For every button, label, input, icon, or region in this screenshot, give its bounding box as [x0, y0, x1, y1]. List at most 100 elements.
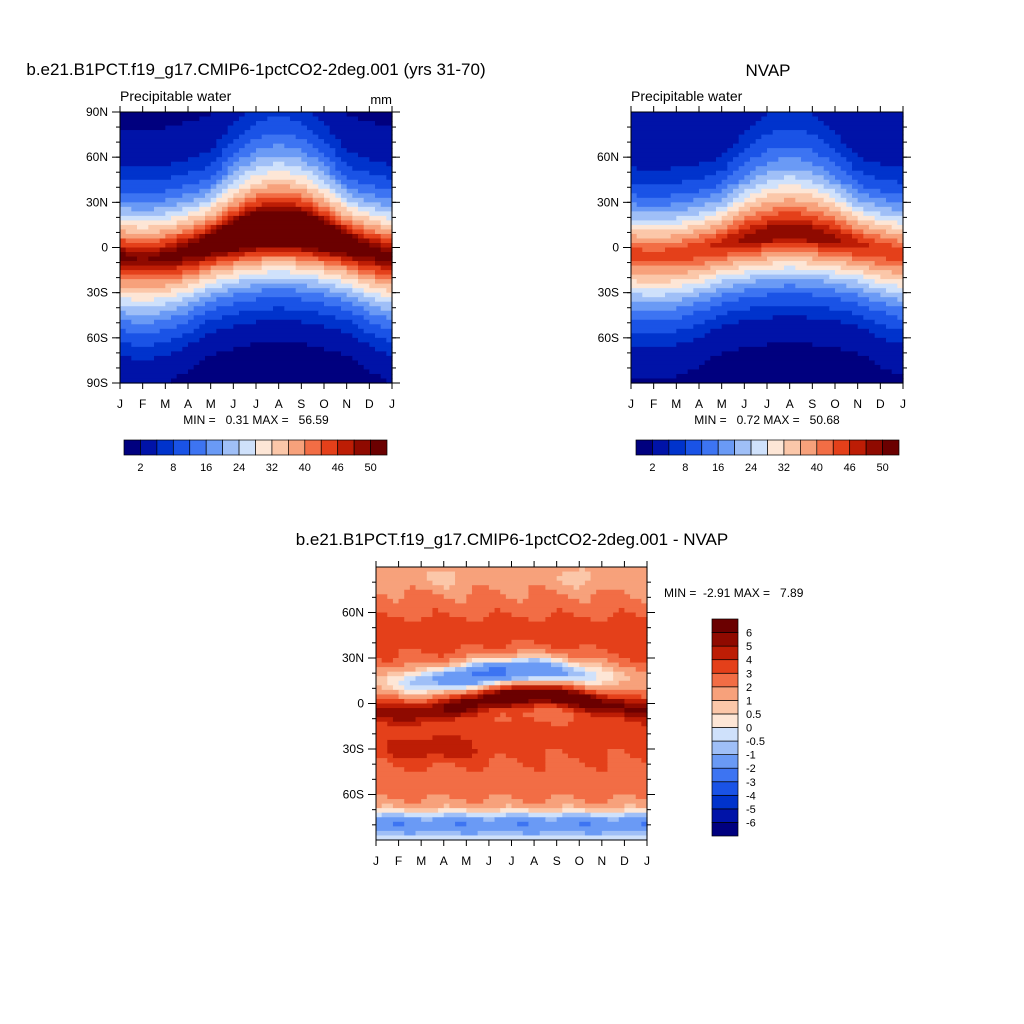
nvap-cell	[636, 202, 672, 208]
model-cell	[239, 256, 263, 262]
difference-cell	[392, 717, 417, 723]
model-cell	[295, 261, 325, 267]
model-cell	[341, 139, 393, 145]
difference-cell	[466, 767, 484, 773]
nvap-cell	[869, 193, 904, 199]
model-cell	[329, 175, 336, 181]
nvap-cell	[863, 288, 887, 294]
difference-cell	[539, 658, 552, 664]
model-cell	[227, 125, 251, 131]
nvap-cell	[784, 265, 796, 271]
difference-cell	[573, 712, 592, 718]
model-cell	[290, 184, 308, 190]
difference-cell	[477, 749, 546, 755]
model-cell	[352, 166, 393, 172]
model-cell	[182, 206, 200, 212]
x-tick-label: A	[530, 854, 538, 868]
difference-cell	[579, 598, 592, 604]
difference-cell	[528, 658, 541, 664]
model-cell	[375, 193, 393, 199]
nvap-cell	[880, 211, 904, 217]
difference-cell	[590, 571, 648, 577]
model-cell	[250, 125, 308, 131]
panel-nvap-subtitle: Precipitable water	[631, 88, 743, 104]
model-cell	[120, 206, 132, 212]
model-cell	[324, 170, 331, 176]
model-cell	[341, 256, 353, 262]
y-tick-label: 90N	[86, 105, 108, 119]
model-cell	[120, 315, 172, 321]
model-cell	[335, 166, 353, 172]
model-cell	[205, 301, 234, 307]
nvap-cell	[812, 170, 830, 176]
difference-cell	[500, 808, 530, 814]
model-cell	[250, 342, 308, 348]
difference-cell	[404, 671, 422, 677]
nvap-cell	[738, 238, 774, 244]
model-cell	[120, 360, 200, 366]
nvap-cell	[755, 211, 779, 217]
nvap-cell	[670, 202, 706, 208]
model-cell	[222, 188, 229, 194]
difference-cell	[511, 676, 530, 682]
nvap-cell	[750, 143, 830, 149]
model-cell	[193, 229, 206, 235]
model-cell	[120, 364, 195, 371]
model-cell	[329, 130, 393, 136]
colorbar-swatch	[238, 439, 256, 456]
difference-cell	[590, 694, 597, 700]
colorbar-swatch	[711, 700, 739, 715]
model-cell	[335, 188, 348, 194]
nvap-cell	[835, 270, 864, 276]
difference-cell	[376, 667, 417, 673]
colorbar-swatch	[711, 618, 739, 633]
difference-cell	[483, 767, 535, 773]
colorbar-swatch	[156, 439, 174, 456]
difference-cell	[376, 671, 388, 677]
difference-cell	[601, 667, 614, 673]
model-cell	[358, 270, 376, 276]
nvap-cell	[852, 175, 876, 181]
nvap-cell	[704, 215, 723, 221]
model-cell	[199, 188, 212, 194]
nvap-cell	[733, 197, 745, 203]
model-cell	[120, 247, 127, 253]
model-cell	[346, 292, 365, 298]
nvap-cell	[835, 188, 847, 194]
model-cell	[318, 215, 325, 221]
model-cell	[205, 211, 217, 217]
nvap-cell	[721, 351, 859, 357]
nvap-cell	[631, 116, 762, 122]
difference-cell	[483, 662, 552, 668]
difference-cell	[426, 767, 467, 773]
difference-cell	[483, 694, 592, 700]
nvap-cell	[721, 324, 859, 330]
model-cell	[290, 270, 325, 276]
difference-cell	[624, 749, 648, 755]
nvap-cell	[874, 261, 904, 267]
model-cell	[312, 252, 331, 258]
difference-cell	[477, 703, 513, 709]
nvap-cell	[806, 130, 836, 136]
difference-cell	[376, 594, 388, 600]
model-cell	[120, 333, 183, 339]
colorbar-swatch	[255, 439, 273, 456]
model-cell	[386, 351, 393, 357]
colorbar-swatch	[767, 439, 785, 456]
model-cell	[193, 233, 200, 240]
nvap-cell	[738, 297, 842, 303]
nvap-cell	[846, 197, 859, 203]
nvap-cell	[852, 206, 864, 212]
difference-cell	[443, 803, 450, 809]
model-cell	[375, 184, 393, 190]
difference-cell	[477, 685, 484, 691]
model-cell	[233, 346, 325, 352]
model-cell	[273, 161, 285, 167]
colorbar-swatch	[370, 439, 388, 456]
model-cell	[301, 197, 314, 203]
nvap-cell	[863, 211, 881, 217]
nvap-cell	[693, 288, 717, 294]
difference-cell	[624, 671, 648, 677]
